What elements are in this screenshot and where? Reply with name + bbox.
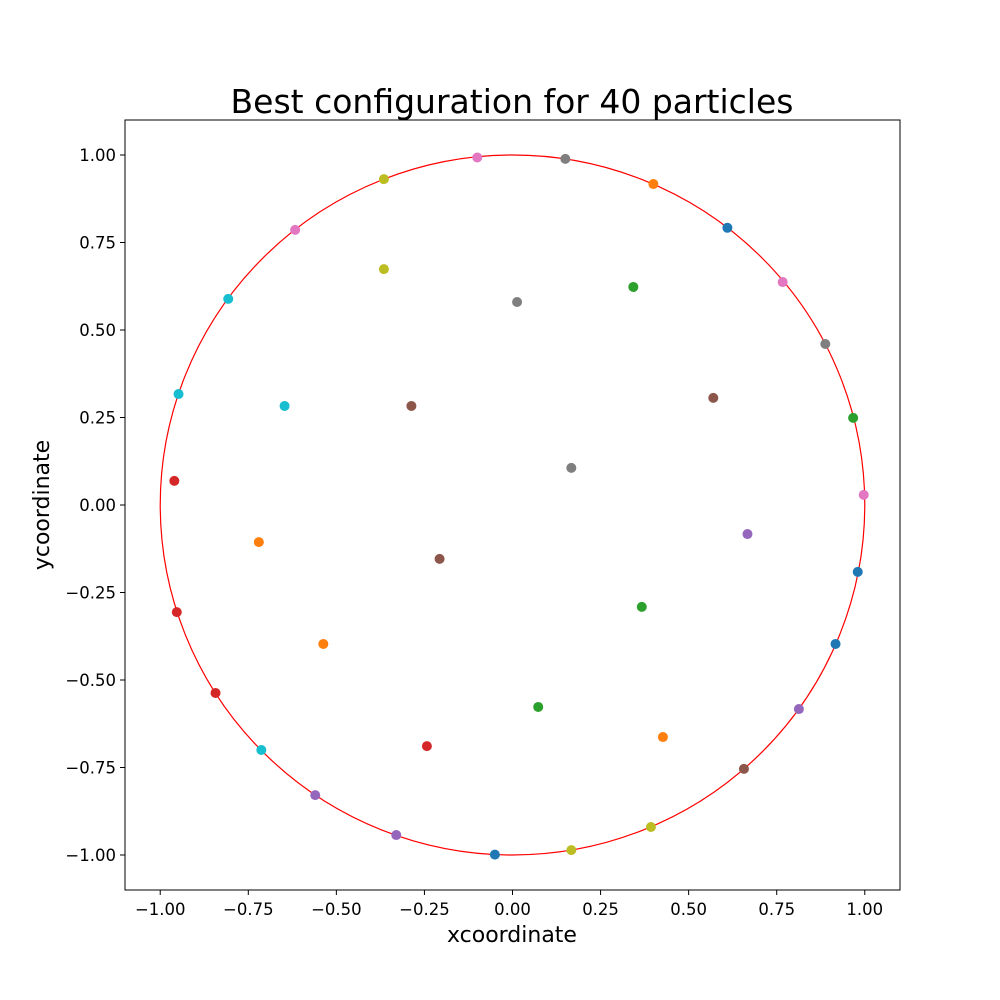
x-tick-label: −0.25 <box>399 900 450 919</box>
y-tick-label: −1.00 <box>65 846 116 865</box>
data-point-30 <box>533 701 544 712</box>
data-point-38 <box>391 830 402 841</box>
y-axis-ticks: −1.00 −0.75 −0.50 −0.25 0.00 0.25 0.50 0.75 1.00 <box>65 146 125 865</box>
data-point-27 <box>318 638 329 649</box>
data-point-7 <box>378 264 389 275</box>
y-tick-label: 0.75 <box>79 234 116 253</box>
x-tick-label: 0.50 <box>670 900 707 919</box>
boundary-circle-layer <box>159 154 866 856</box>
x-axis-ticks: −1.00 −0.75 −0.50 −0.25 0.00 0.25 0.50 0.75 1.00 <box>135 890 883 919</box>
data-point-26 <box>171 607 182 618</box>
plot-area <box>125 120 900 890</box>
y-tick-label: 0.25 <box>79 409 116 428</box>
x-tick-label: −1.00 <box>135 900 186 919</box>
data-point-23 <box>434 553 445 564</box>
data-point-34 <box>256 745 267 755</box>
data-point-19 <box>169 475 180 486</box>
data-point-4 <box>648 179 659 190</box>
y-tick-label: −0.75 <box>65 759 116 778</box>
x-tick-label: 0.75 <box>758 900 795 919</box>
data-point-20 <box>858 489 869 500</box>
data-point-36 <box>310 790 321 801</box>
data-point-35 <box>738 763 749 774</box>
data-point-5 <box>722 222 733 233</box>
data-point-17 <box>848 412 859 423</box>
data-point-9 <box>628 281 639 292</box>
data-point-8 <box>777 277 788 288</box>
data-point-39 <box>566 845 577 856</box>
boundary-circle <box>159 154 866 856</box>
chart-title: Best configuration for 40 particles <box>231 82 794 121</box>
data-point-37 <box>645 822 656 832</box>
data-point-15 <box>279 400 290 411</box>
data-point-3 <box>378 174 389 185</box>
data-point-16 <box>406 400 417 411</box>
data-point-10 <box>223 293 234 304</box>
data-point-11 <box>512 297 523 307</box>
data-point-6 <box>290 224 301 235</box>
x-tick-label: −0.75 <box>223 900 274 919</box>
data-point-21 <box>742 529 753 540</box>
data-point-13 <box>173 389 184 400</box>
points-layer <box>169 152 869 860</box>
data-point-12 <box>820 339 831 349</box>
data-point-33 <box>421 741 432 752</box>
data-point-14 <box>708 392 719 403</box>
data-point-2 <box>560 153 571 164</box>
x-tick-label: −0.50 <box>311 900 362 919</box>
data-point-25 <box>636 601 647 612</box>
data-point-28 <box>830 638 841 649</box>
data-point-40 <box>489 849 500 860</box>
data-point-1 <box>472 152 483 163</box>
y-tick-label: 0.50 <box>79 321 116 340</box>
plot-frame <box>124 119 901 891</box>
y-tick-label: 1.00 <box>79 146 116 165</box>
y-axis-label: ycoordinate <box>30 440 55 570</box>
x-tick-label: 1.00 <box>846 900 883 919</box>
y-tick-label: 0.00 <box>79 496 116 515</box>
data-point-24 <box>852 566 863 577</box>
data-point-18 <box>566 462 577 473</box>
data-point-22 <box>253 537 264 548</box>
data-point-29 <box>210 687 221 698</box>
x-tick-label: 0.25 <box>582 900 619 919</box>
data-point-31 <box>793 704 804 715</box>
x-tick-label: 0.00 <box>494 900 531 919</box>
y-tick-label: −0.25 <box>65 584 116 603</box>
x-axis-label: xcoordinate <box>447 923 577 948</box>
y-tick-label: −0.50 <box>65 671 116 690</box>
data-point-32 <box>657 732 668 743</box>
